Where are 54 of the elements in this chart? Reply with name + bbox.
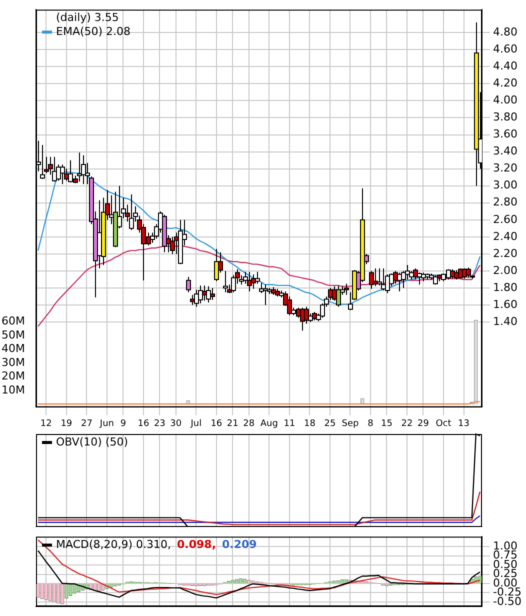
- x-tick-label: 29: [417, 418, 430, 429]
- x-tick-label: 21: [226, 418, 238, 429]
- y2-tick-label: 30M: [2, 356, 25, 369]
- annotation: 0.098,: [177, 538, 216, 551]
- x-tick-label: Jun: [98, 418, 114, 429]
- y-tick-label: 4.60: [493, 42, 518, 56]
- y-tick-label: 2.20: [493, 246, 518, 260]
- annotation: 0.209: [222, 538, 257, 551]
- y-tick-label: 4.00: [493, 94, 518, 107]
- y-tick-label: 4.20: [493, 76, 518, 90]
- x-tick-label: 15: [380, 418, 392, 429]
- y-tick-label: 4.80: [493, 25, 518, 38]
- y2-tick-label: 60M: [2, 314, 25, 328]
- y-tick-label: 3.60: [493, 128, 518, 141]
- y-tick-label: 1.60: [493, 298, 518, 311]
- x-tick-label: 8: [368, 418, 374, 429]
- y2-tick-label: 40M: [2, 342, 25, 356]
- x-tick-label: 25: [324, 418, 336, 429]
- x-tick-label: 30: [170, 418, 182, 429]
- x-tick-label: 16: [138, 418, 150, 429]
- x-tick-label: Jul: [190, 418, 202, 429]
- x-tick-label: 28: [243, 418, 255, 429]
- y-tick-label: 2.00: [493, 264, 518, 277]
- x-tick-label: 27: [80, 418, 92, 429]
- y-tick-label: 2.40: [493, 230, 518, 243]
- x-tick-label: 12: [40, 418, 52, 429]
- legend-label: MACD(8,20,9) 0.310,: [56, 538, 172, 551]
- y-tick-label: -0.50: [493, 594, 522, 608]
- x-tick-label: 18: [304, 418, 316, 429]
- legend-label: EMA(50) 2.08: [56, 24, 131, 38]
- x-tick-label: 19: [60, 418, 72, 429]
- y-tick-label: 2.60: [493, 212, 518, 226]
- x-tick-label: Oct: [436, 418, 452, 429]
- y-tick-label: 3.80: [493, 110, 518, 124]
- x-tick-label: 11: [284, 418, 296, 429]
- x-tick-label: 9: [120, 418, 126, 429]
- legend-label: OBV(10) (50): [56, 435, 128, 448]
- x-tick-label: 22: [401, 418, 413, 429]
- x-tick-label: Sep: [342, 418, 359, 429]
- y-tick-label: 1.40: [493, 314, 518, 328]
- y-tick-label: 3.40: [493, 144, 518, 158]
- y-tick-label: 2.80: [493, 196, 518, 209]
- x-tick-label: 16: [210, 418, 222, 429]
- y-tick-label: 1.80: [493, 280, 518, 294]
- y-tick-label: 3.00: [493, 178, 518, 192]
- y-tick-label: 3.20: [493, 162, 518, 175]
- y2-tick-label: 20M: [2, 370, 25, 383]
- y2-tick-label: 50M: [2, 328, 25, 342]
- y-tick-label: 4.40: [493, 60, 518, 73]
- x-tick-label: 13: [458, 418, 470, 429]
- x-tick-label: Aug: [260, 418, 278, 429]
- y2-tick-label: 10M: [2, 383, 25, 396]
- x-tick-label: 23: [154, 418, 166, 429]
- chart-title: (daily) 3.55: [56, 10, 119, 24]
